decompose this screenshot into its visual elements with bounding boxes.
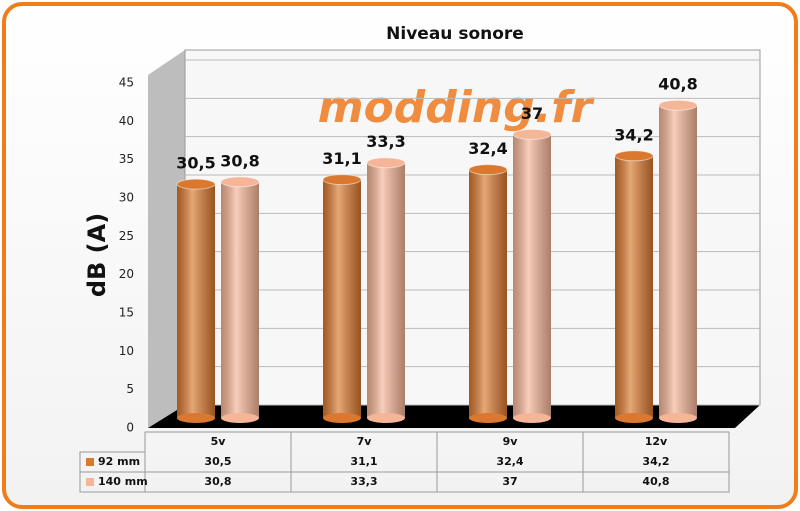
watermark: modding.fr bbox=[318, 82, 595, 133]
bar-shade bbox=[659, 105, 697, 418]
bar-bottom bbox=[513, 413, 551, 423]
bar-bottom bbox=[659, 413, 697, 423]
value-label: 30,8 bbox=[220, 151, 259, 170]
table-cell: 37 bbox=[502, 475, 517, 488]
bar-shade bbox=[615, 155, 653, 419]
y-tick-label: 5 bbox=[126, 382, 134, 396]
y-axis-title: dB (A) bbox=[83, 213, 111, 297]
value-label: 37 bbox=[521, 104, 543, 123]
bar bbox=[512, 128, 552, 423]
bar-shade bbox=[513, 134, 551, 419]
bar-shade bbox=[323, 179, 361, 418]
y-tick-label: 0 bbox=[126, 421, 134, 435]
y-tick-label: 10 bbox=[119, 344, 134, 358]
x-tick-label: 7v bbox=[357, 435, 373, 448]
bar-bottom bbox=[615, 413, 653, 423]
legend-label: 140 mm bbox=[98, 475, 148, 488]
floor bbox=[148, 405, 760, 428]
bar-top bbox=[658, 99, 698, 111]
legend-label: 92 mm bbox=[98, 455, 140, 468]
bar-shade bbox=[469, 169, 507, 418]
legend-swatch bbox=[86, 458, 94, 466]
bar bbox=[468, 164, 508, 423]
table-cell: 40,8 bbox=[642, 475, 669, 488]
bar bbox=[614, 150, 654, 423]
bar-top bbox=[220, 176, 260, 188]
legend-swatch bbox=[86, 478, 94, 486]
bar-top bbox=[614, 150, 654, 162]
x-tick-label: 5v bbox=[211, 435, 227, 448]
value-label: 30,5 bbox=[176, 154, 215, 173]
bar-bottom bbox=[221, 413, 259, 423]
bar-shade bbox=[177, 184, 215, 418]
bar-top bbox=[468, 164, 508, 176]
x-tick-label: 12v bbox=[645, 435, 668, 448]
y-tick-label: 45 bbox=[119, 76, 134, 90]
bar-top bbox=[366, 157, 406, 169]
bar bbox=[658, 99, 698, 423]
chart-title: Niveau sonore bbox=[386, 24, 524, 44]
bar bbox=[220, 176, 260, 423]
x-tick-label: 9v bbox=[503, 435, 519, 448]
table-cell: 33,3 bbox=[350, 475, 377, 488]
bar-bottom bbox=[469, 413, 507, 423]
table-cell: 34,2 bbox=[642, 455, 669, 468]
side-wall bbox=[148, 50, 185, 428]
y-tick-label: 15 bbox=[119, 306, 134, 320]
data-table bbox=[79, 431, 730, 493]
y-tick-label: 20 bbox=[119, 267, 134, 281]
bar-top bbox=[322, 174, 362, 186]
bar-bottom bbox=[323, 413, 361, 423]
y-tick-label: 40 bbox=[119, 114, 134, 128]
bar-top bbox=[176, 178, 216, 190]
bar-bottom bbox=[367, 413, 405, 423]
bar bbox=[322, 174, 362, 423]
bar-shade bbox=[221, 181, 259, 418]
bar bbox=[366, 157, 406, 423]
table-cell: 30,8 bbox=[204, 475, 231, 488]
bar-bottom bbox=[177, 413, 215, 423]
value-label: 32,4 bbox=[468, 139, 507, 158]
y-tick-label: 25 bbox=[119, 229, 134, 243]
value-label: 31,1 bbox=[322, 149, 361, 168]
table-cell: 30,5 bbox=[204, 455, 231, 468]
bar bbox=[176, 178, 216, 423]
bar-top bbox=[512, 128, 552, 140]
table-cell: 31,1 bbox=[350, 455, 377, 468]
value-label: 33,3 bbox=[366, 132, 405, 151]
value-label: 40,8 bbox=[658, 75, 697, 94]
table-cell: 32,4 bbox=[496, 455, 523, 468]
value-label: 34,2 bbox=[614, 125, 653, 144]
bar-shade bbox=[367, 162, 405, 418]
y-tick-label: 35 bbox=[119, 152, 134, 166]
y-tick-label: 30 bbox=[119, 191, 134, 205]
